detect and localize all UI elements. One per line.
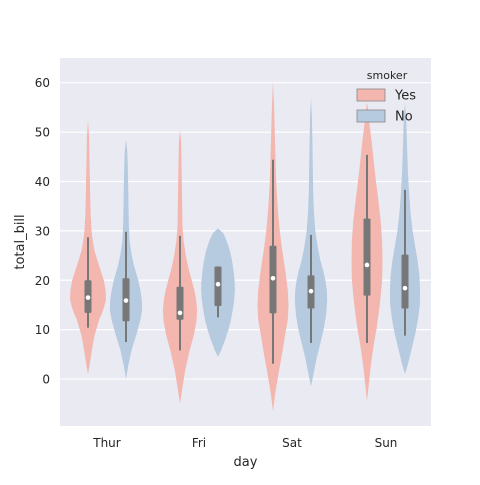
- y-tick-label: 40: [35, 175, 50, 189]
- y-tick-label: 20: [35, 274, 50, 288]
- inner-boxes: [84, 154, 409, 364]
- legend-label-yes: Yes: [394, 89, 416, 104]
- x-axis-label: day: [234, 455, 258, 470]
- y-tick-label: 10: [35, 323, 50, 337]
- median-yes-fri: [177, 310, 183, 316]
- legend-label-no: No: [395, 110, 413, 125]
- median-yes-thur: [85, 295, 91, 300]
- y-tick-label: 30: [35, 224, 50, 238]
- median-no-sat: [308, 288, 314, 294]
- legend-title: smoker: [367, 69, 408, 82]
- median-yes-sat: [270, 276, 276, 281]
- median-no-sun: [402, 285, 408, 291]
- x-tick-label: Sat: [282, 436, 302, 450]
- y-axis-label: total_bill: [13, 214, 28, 269]
- x-tick-label: Thur: [92, 436, 121, 450]
- median-no-fri: [215, 281, 221, 287]
- iqr-box-yes-sun: [363, 218, 371, 296]
- legend-swatch-yes: [356, 88, 386, 102]
- y-tick-label: 50: [35, 126, 50, 140]
- legend-swatch-no: [356, 109, 386, 123]
- median-yes-sun: [364, 262, 370, 268]
- y-tick-label: 60: [35, 76, 50, 90]
- iqr-box-no-sun: [401, 254, 409, 309]
- legend: smoker Yes No: [356, 69, 416, 125]
- x-tick-label: Fri: [192, 436, 206, 450]
- median-no-thur: [123, 298, 129, 303]
- y-tick-labels: 0 10 20 30 40 50 60: [35, 76, 50, 386]
- x-tick-label: Sun: [375, 436, 398, 450]
- y-tick-label: 0: [42, 373, 50, 387]
- x-tick-labels: Thur Fri Sat Sun: [92, 436, 397, 450]
